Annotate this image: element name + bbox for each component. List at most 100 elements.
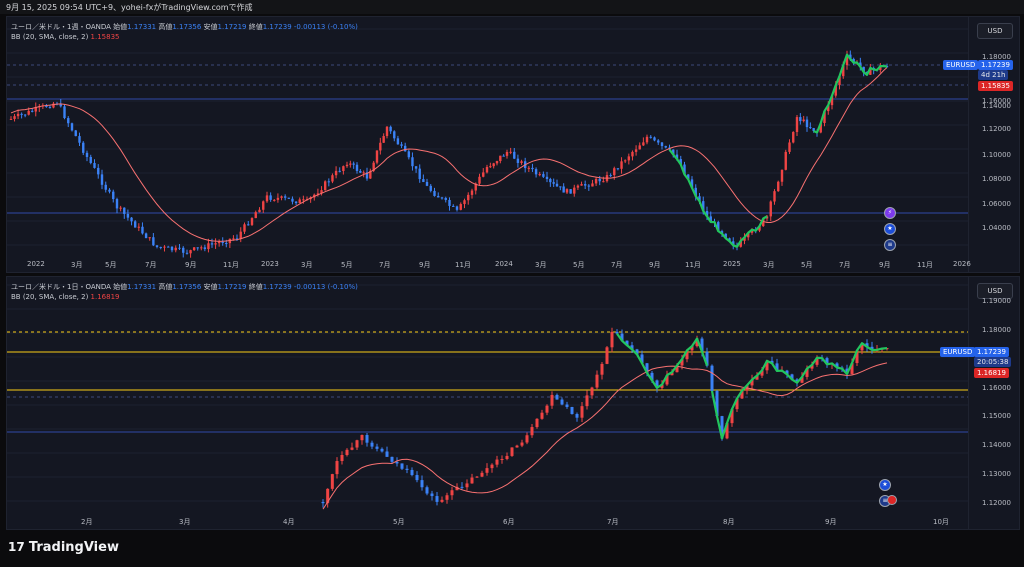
low-value: 1.17219: [217, 23, 247, 31]
candle-body: [342, 166, 345, 172]
candle-body: [845, 54, 849, 66]
bb-indicator-legend[interactable]: BB (20, SMA, close, 2) 1.16819: [11, 293, 120, 301]
candle-body: [362, 172, 365, 174]
snapshot-caption: 9月 15, 2025 09:54 UTC+9、yohei-fxがTrading…: [6, 3, 253, 12]
currency-button[interactable]: USD: [977, 283, 1013, 299]
event-badge-icon[interactable]: [887, 495, 897, 505]
eu-flag-icon[interactable]: ★: [884, 223, 896, 235]
candle-body: [489, 166, 492, 168]
candle-body: [207, 243, 210, 250]
candle-body: [502, 155, 505, 157]
candle-body: [765, 360, 769, 371]
candle-body: [163, 246, 166, 248]
candle-body: [775, 363, 779, 371]
candle-body: [516, 158, 520, 163]
candle-body: [627, 156, 631, 161]
candle-body: [355, 164, 359, 171]
candle-body: [649, 136, 652, 138]
candle-body: [359, 170, 362, 173]
candle-body: [573, 187, 576, 194]
candle-body: [802, 119, 805, 122]
candle-body: [141, 226, 144, 234]
candle-body: [513, 151, 516, 159]
time-tick-label: 3月: [535, 261, 547, 269]
candle-body: [370, 442, 374, 447]
candle-body: [482, 172, 485, 177]
candle-body: [437, 195, 440, 198]
candle-body: [747, 232, 750, 238]
price-tick: 1.04000: [982, 224, 1011, 232]
candle-body: [570, 406, 574, 415]
weekly-chart-panel[interactable]: ユーロ／米ドル・1週・OANDA 始値1.17331 高値1.17356 安値1…: [6, 16, 1020, 273]
candle-body: [375, 150, 379, 163]
candle-body: [795, 117, 799, 133]
candle-body: [396, 138, 400, 145]
candle-body: [422, 179, 425, 182]
weekly-price-plot[interactable]: [7, 17, 969, 272]
candle-body: [542, 174, 545, 177]
candle-body: [360, 435, 364, 441]
candle-body: [445, 495, 449, 500]
candle-body: [615, 331, 619, 334]
candle-body: [385, 451, 389, 457]
bb-indicator-legend[interactable]: BB (20, SMA, close, 2) 1.15835: [11, 33, 120, 41]
us-flag-icon[interactable]: ≡: [884, 239, 896, 251]
candle-body: [258, 209, 261, 213]
candle-body: [393, 131, 396, 139]
candle-body: [698, 196, 701, 202]
eu-flag-icon[interactable]: ★: [879, 479, 891, 491]
event-lightning-icon[interactable]: ⚡: [884, 207, 896, 219]
candle-body: [739, 240, 742, 247]
currency-button[interactable]: USD: [977, 23, 1013, 39]
trend-highlight-line: [710, 342, 888, 440]
time-tick-label: 9月: [185, 261, 197, 269]
candle-body: [455, 486, 459, 491]
candle-body: [89, 156, 92, 163]
candle-body: [104, 184, 107, 190]
time-tick-label: 2月: [81, 518, 93, 526]
time-tick-label: 8月: [723, 518, 735, 526]
candle-body: [560, 399, 564, 405]
candle-body: [405, 468, 409, 470]
price-axis[interactable]: USD 1.19000 1.18000 1.16000 1.15000 1.14…: [968, 277, 1019, 529]
candle-body: [743, 237, 746, 241]
daily-chart-panel[interactable]: ユーロ／米ドル・1日・OANDA 始値1.17331 高値1.17356 安値1…: [6, 276, 1020, 530]
candle-body: [815, 357, 819, 365]
candle-body: [769, 201, 772, 217]
candle-body: [773, 191, 776, 202]
candle-body: [9, 118, 13, 120]
candle-body: [625, 340, 629, 346]
candle-body: [495, 161, 499, 164]
time-tick-label: 5月: [341, 261, 353, 269]
candle-body: [112, 191, 115, 200]
price-axis[interactable]: USD 1.18000 1.16000 1.14000 1.12000 1.10…: [968, 17, 1019, 272]
candle-body: [45, 105, 48, 107]
candle-body: [750, 229, 754, 233]
candle-body: [784, 151, 787, 170]
candle-body: [650, 372, 654, 381]
candle-body: [492, 163, 495, 167]
daily-price-plot[interactable]: [7, 277, 969, 529]
candle-body: [155, 245, 159, 247]
candle-body: [509, 151, 512, 153]
candle-body: [130, 217, 133, 222]
time-tick-label: 2024: [495, 260, 513, 268]
price-tick: 1.14000: [982, 441, 1011, 449]
time-tick-label: 3月: [179, 518, 191, 526]
candle-body: [788, 142, 791, 152]
candle-body: [407, 151, 411, 158]
candle-body: [810, 364, 814, 369]
time-tick-label: 9月: [649, 261, 661, 269]
time-tick-label: 7月: [379, 261, 391, 269]
candle-body: [243, 224, 246, 232]
candle-body: [657, 140, 660, 143]
time-tick-label: 5月: [393, 518, 405, 526]
candle-body: [777, 181, 780, 192]
symbol-label: ユーロ／米ドル・1日・OANDA: [11, 283, 111, 291]
candle-body: [189, 250, 192, 254]
candle-body: [780, 169, 784, 182]
candle-body: [345, 164, 349, 167]
symbol-price-tag: EURUSD: [943, 60, 979, 70]
candle-body: [720, 416, 724, 439]
candle-body: [330, 474, 334, 489]
